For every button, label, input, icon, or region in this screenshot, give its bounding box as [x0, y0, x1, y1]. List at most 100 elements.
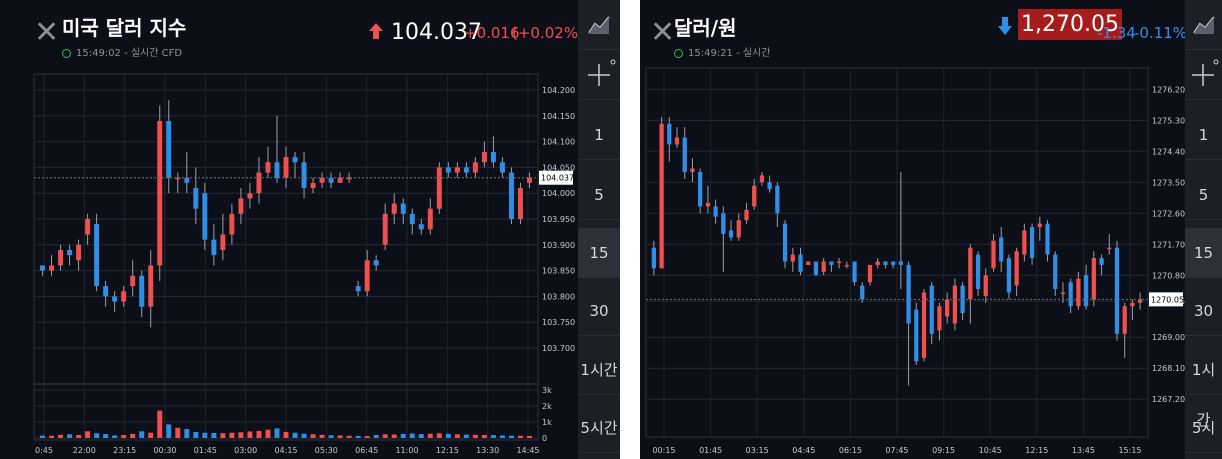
x-tick-label: 13:30	[476, 446, 499, 455]
volume-bar	[454, 434, 460, 438]
candle-body	[1045, 223, 1050, 255]
volume-bar	[527, 435, 532, 438]
instrument-title: 미국 달러 지수	[62, 16, 187, 40]
candle-body	[829, 261, 834, 265]
chart-type-icon[interactable]	[578, 0, 620, 50]
volume-bar	[238, 432, 244, 438]
candle-body	[790, 254, 795, 262]
current-price-label: 1270.05	[1151, 295, 1184, 304]
y-tick-label: 1274.40	[1152, 147, 1185, 156]
candle-body	[481, 151, 487, 163]
candle-body	[499, 162, 505, 173]
x-tick-label: 06:45	[355, 446, 378, 455]
volume-bar	[175, 427, 181, 438]
candle-body	[103, 286, 109, 297]
y-tick-label: 1275.30	[1152, 116, 1185, 125]
timeframe-1[interactable]: 1	[578, 110, 620, 160]
timeframe-30[interactable]: 30	[578, 286, 620, 336]
timeframe-15[interactable]: 15	[1185, 228, 1222, 278]
candle-body	[898, 261, 903, 265]
candle-body	[721, 213, 726, 234]
candle-body	[767, 182, 772, 190]
volume-bar	[40, 435, 45, 438]
timeframe-30[interactable]: 30	[1185, 286, 1222, 336]
close-icon[interactable]: ✕	[34, 15, 60, 50]
candle-body	[283, 157, 289, 178]
volume-bar	[373, 434, 379, 438]
volume-bar	[508, 435, 514, 438]
candle-body	[472, 162, 478, 173]
volume-bar	[49, 435, 55, 438]
candle-body	[391, 203, 397, 214]
volume-bar	[247, 431, 253, 438]
volume-tick-label: 2k	[542, 402, 552, 411]
x-tick-label: 01:45	[194, 446, 217, 455]
volume-bar	[166, 424, 172, 438]
candle-body	[952, 285, 958, 324]
x-tick-label: 15:15	[1118, 446, 1141, 455]
candle-body	[705, 202, 711, 207]
x-tick-label: 04:15	[274, 446, 297, 455]
candle-body	[844, 264, 849, 267]
usd-index-chart[interactable]: 104.200 104.150 104.100 104.050 104.000 103.9…	[0, 0, 578, 459]
candle-body	[229, 213, 235, 235]
candle-body	[517, 188, 523, 219]
timeframe-1[interactable]: 1	[1185, 110, 1222, 160]
candle-body	[875, 261, 880, 265]
volume-bar	[130, 433, 136, 438]
timeframe-1h[interactable]: 1시간	[1185, 345, 1222, 429]
close-icon[interactable]: ✕	[650, 15, 676, 50]
clock-icon	[62, 49, 71, 58]
crosshair-icon[interactable]	[578, 50, 620, 100]
candle-body	[202, 193, 208, 240]
candle-body	[337, 177, 343, 183]
timeframe-5h[interactable]: 5시간	[1185, 403, 1222, 453]
timeframe-5[interactable]: 5	[578, 170, 620, 220]
volume-bar	[76, 434, 82, 438]
volume-bar	[346, 435, 352, 438]
timeframe-5[interactable]: 5	[1185, 170, 1222, 220]
candle-body	[355, 286, 361, 292]
candle-body	[184, 177, 190, 183]
volume-bar	[121, 434, 127, 438]
timeframe-15[interactable]: 15	[578, 228, 620, 278]
y-tick-label: 104.200	[542, 86, 575, 95]
x-tick-label: 12:15	[1025, 446, 1048, 455]
candle-body	[1138, 299, 1143, 303]
x-tick-label: 22:00	[73, 446, 96, 455]
timestamp: 15:49:21 - 실시간	[674, 44, 770, 59]
volume-bar	[139, 431, 145, 438]
timeframe-5h[interactable]: 5시간	[578, 403, 620, 453]
candle-body	[490, 151, 496, 163]
candle-body	[1114, 247, 1120, 334]
candle-body	[906, 264, 911, 324]
candle-body	[860, 285, 865, 300]
candle-body	[821, 261, 826, 272]
y-tick-label: 1272.60	[1152, 209, 1185, 218]
y-tick-label: 1268.10	[1152, 364, 1185, 373]
volume-bar	[283, 431, 289, 438]
x-tick-label: 14:45	[516, 446, 539, 455]
candle-body	[76, 244, 82, 261]
chart-type-icon[interactable]	[1185, 0, 1222, 50]
candle-body	[58, 249, 64, 266]
volume-bar	[472, 434, 478, 438]
crosshair-icon[interactable]	[1185, 50, 1222, 100]
volume-bar	[85, 431, 91, 438]
candle-body	[310, 182, 316, 189]
candle-body	[1068, 282, 1073, 307]
volume-bar	[319, 434, 325, 438]
candle-body	[427, 208, 433, 230]
candle-body	[883, 261, 888, 265]
timeframe-1h[interactable]: 1시간	[578, 345, 620, 395]
y-tick-label: 1269.00	[1152, 333, 1185, 342]
candle-body	[400, 203, 406, 214]
usd-krw-chart[interactable]: 1276.20 1275.30 1274.40 1273.50 1272.60 1271.…	[640, 0, 1185, 459]
x-tick-label: 11:00	[395, 446, 418, 455]
x-tick-label: 03:00	[234, 446, 257, 455]
x-tick-label: 04:45	[792, 446, 815, 455]
candle-body	[211, 239, 217, 256]
candle-body	[667, 123, 672, 145]
candle-body	[301, 162, 307, 189]
volume-bar	[157, 410, 163, 438]
